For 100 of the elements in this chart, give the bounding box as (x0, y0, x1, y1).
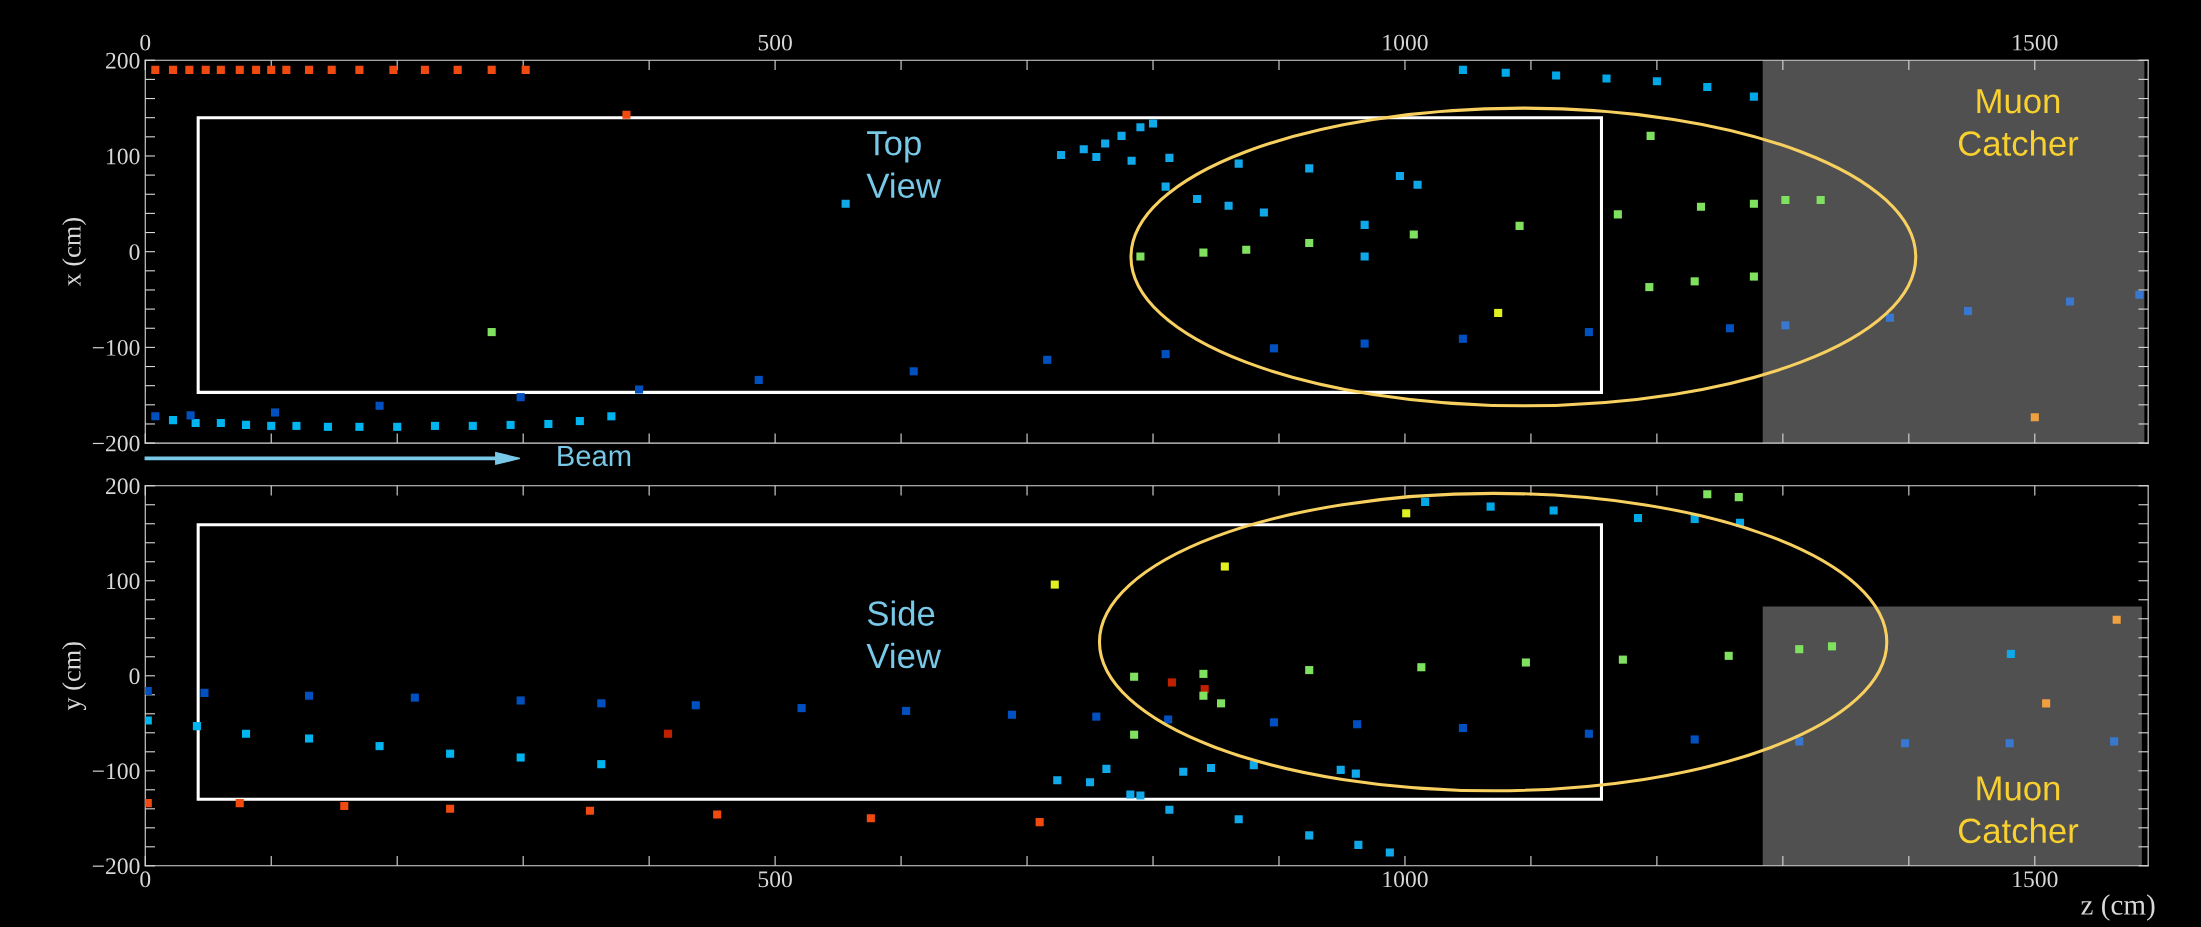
point (1305, 666, 1314, 675)
point (201, 65, 210, 74)
point (1206, 763, 1216, 772)
point (1224, 201, 1233, 210)
point (1199, 669, 1208, 678)
x-axis-title: z (cm) (2081, 894, 2155, 921)
point (597, 760, 606, 769)
point (1696, 202, 1706, 211)
point (1421, 497, 1430, 506)
point (1057, 150, 1066, 160)
point (1749, 92, 1758, 101)
point (1117, 131, 1126, 140)
point (1336, 765, 1345, 774)
point (1652, 77, 1661, 86)
point (1353, 720, 1362, 729)
point (797, 704, 806, 713)
point (267, 65, 276, 74)
point (1486, 502, 1495, 511)
point (1618, 655, 1627, 664)
point (1885, 313, 1894, 322)
point (1360, 252, 1369, 261)
point (1781, 195, 1790, 205)
point (355, 422, 364, 431)
point (151, 65, 160, 74)
point (323, 422, 332, 431)
point (1216, 699, 1226, 708)
point (1360, 339, 1369, 348)
point (1305, 164, 1314, 173)
point (1259, 208, 1268, 217)
point (1395, 172, 1404, 181)
point (1136, 123, 1145, 132)
point (200, 688, 209, 697)
point (1234, 159, 1243, 168)
point (1549, 506, 1558, 515)
point (1827, 642, 1837, 651)
point (1220, 562, 1229, 571)
point (1234, 815, 1243, 824)
point (1458, 334, 1467, 343)
point (468, 421, 477, 430)
point (270, 408, 280, 417)
point (292, 421, 301, 430)
point (420, 65, 429, 74)
point (2042, 699, 2051, 708)
point (841, 199, 850, 208)
annotation: Muon Catcher (1958, 89, 2079, 156)
y-axis-title: y (cm) (62, 642, 87, 711)
point (1725, 324, 1735, 333)
point (2005, 739, 2014, 748)
point (516, 753, 525, 762)
point (1199, 248, 1208, 257)
point (430, 421, 440, 430)
point (1690, 277, 1699, 286)
point (1136, 791, 1145, 800)
annotation: Side View (866, 600, 942, 669)
point (1646, 131, 1655, 140)
point (1781, 321, 1790, 330)
point (607, 412, 616, 421)
point (282, 65, 291, 74)
point (1703, 490, 1712, 499)
y-tick-label: 200 (106, 478, 140, 495)
point (2135, 290, 2144, 299)
y-tick-label: 0 (129, 668, 140, 685)
point (575, 417, 584, 426)
point (1633, 514, 1643, 523)
point (145, 799, 152, 808)
point (1161, 182, 1170, 191)
point (1602, 74, 1611, 83)
y-tick-label: −100 (92, 763, 140, 780)
point (1050, 580, 1059, 589)
x-tick-label: 1500 (2013, 34, 2058, 51)
point (446, 804, 455, 813)
point (1164, 715, 1173, 724)
point (1167, 678, 1176, 687)
point (1552, 71, 1561, 80)
point (1305, 239, 1314, 248)
point (2006, 649, 2015, 658)
point (191, 418, 200, 428)
point (516, 696, 525, 705)
point (1148, 119, 1158, 128)
point (1269, 344, 1278, 353)
y-tick-label: −200 (92, 435, 140, 452)
x-tick-label: 0 (140, 871, 151, 888)
point (1458, 723, 1467, 733)
point (327, 65, 336, 74)
point (186, 411, 195, 420)
point (1749, 199, 1758, 208)
point (1101, 139, 1110, 148)
point (192, 722, 201, 731)
point (446, 749, 455, 758)
point (544, 419, 553, 429)
point (1360, 220, 1369, 229)
point (1126, 790, 1135, 799)
point (1521, 658, 1530, 667)
point (516, 393, 525, 402)
point (754, 375, 763, 384)
point (1963, 306, 1973, 316)
point (1501, 68, 1510, 77)
annotation: Top View (866, 131, 942, 198)
point (1458, 65, 1467, 74)
point (2110, 737, 2119, 746)
